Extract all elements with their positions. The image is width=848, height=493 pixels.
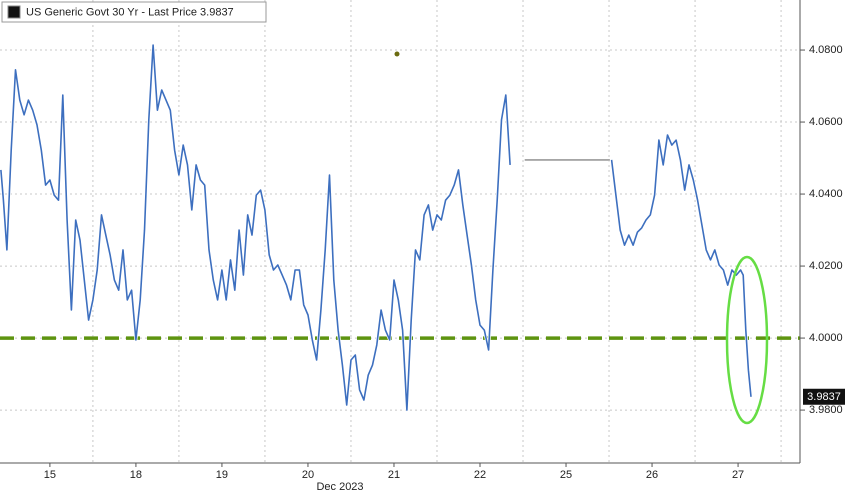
x-tick-label: 27 [732,469,744,481]
x-tick-label: 25 [560,469,572,481]
legend: US Generic Govt 30 Yr - Last Price 3.983… [1,1,267,23]
x-tick-label: 20 [302,469,314,481]
last-price-box [803,388,845,405]
x-tick-label: 22 [474,469,486,481]
legend-box [1,1,267,23]
x-axis-label: Dec 2023 [316,481,363,493]
x-tick-label: 21 [388,469,400,481]
y-tick-label: 4.0800 [809,44,843,56]
legend-swatch [7,5,21,19]
y-tick-label: 4.0000 [809,332,843,344]
x-tick-label: 18 [130,469,142,481]
y-tick-label: 3.9800 [809,404,843,416]
x-tick-label: 26 [646,469,658,481]
y-tick-label: 4.0200 [809,260,843,272]
y-tick-label: 4.0600 [809,116,843,128]
last-price-label: 3.9837 [807,391,841,403]
y-tick-label: 4.0400 [809,188,843,200]
price-line [0,44,752,411]
highlight-ellipse [725,255,769,425]
x-tick-label: 15 [44,469,56,481]
legend-label: US Generic Govt 30 Yr - Last Price 3.983… [26,6,234,18]
plot-layer [0,0,800,463]
marker-dot [394,51,400,57]
x-tick-label: 19 [216,469,228,481]
